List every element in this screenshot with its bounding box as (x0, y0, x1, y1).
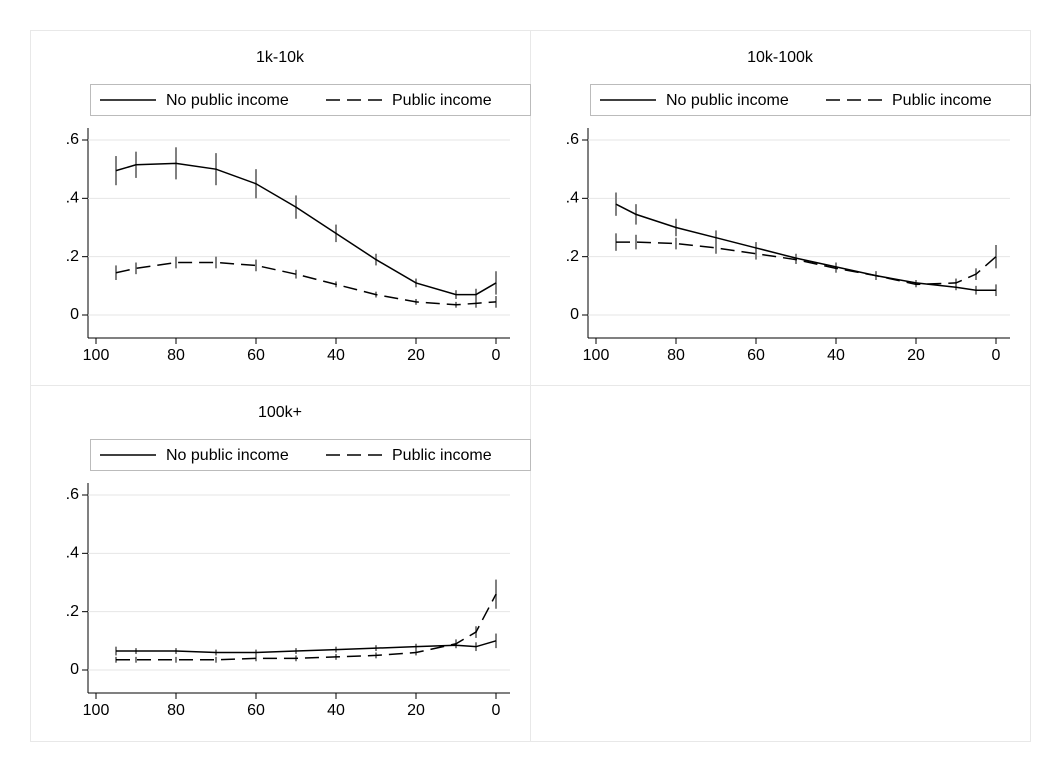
x-tick-label: 0 (492, 347, 501, 364)
y-tick-label: 0 (70, 306, 79, 323)
y-tick-label: .4 (66, 545, 79, 562)
x-tick-label: 60 (247, 347, 265, 364)
panel-title: 1k-10k (256, 49, 305, 66)
y-tick-label: .6 (66, 486, 79, 503)
legend-box (90, 439, 531, 471)
series-line (616, 241, 997, 286)
series-line (116, 640, 497, 654)
series-line (115, 261, 497, 306)
legend-label: Public income (392, 447, 492, 464)
x-tick-label: 100 (83, 347, 110, 364)
x-tick-label: 80 (167, 347, 185, 364)
x-tick-label: 0 (992, 347, 1001, 364)
legend-box (590, 84, 1031, 116)
x-tick-label: 40 (327, 347, 345, 364)
y-tick-label: .6 (566, 131, 579, 148)
x-tick-label: 80 (667, 347, 685, 364)
legend-label: No public income (166, 447, 289, 464)
legend-label: No public income (166, 92, 289, 109)
x-tick-label: 100 (583, 347, 610, 364)
y-tick-label: 0 (70, 661, 79, 678)
x-tick-label: 80 (167, 702, 185, 719)
x-tick-label: 40 (827, 347, 845, 364)
y-tick-label: .6 (66, 131, 79, 148)
y-tick-label: .2 (66, 603, 79, 620)
x-tick-label: 60 (247, 702, 265, 719)
y-tick-label: .2 (566, 248, 579, 265)
x-tick-label: 20 (407, 347, 425, 364)
x-tick-label: 40 (327, 702, 345, 719)
y-tick-label: .4 (566, 190, 579, 207)
y-tick-label: .4 (66, 190, 79, 207)
series-line (116, 593, 497, 661)
x-tick-label: 20 (907, 347, 925, 364)
x-tick-label: 20 (407, 702, 425, 719)
legend-label: Public income (392, 92, 492, 109)
panel-title: 10k-100k (747, 49, 814, 66)
legend-label: No public income (666, 92, 789, 109)
panel-title: 100k+ (258, 404, 302, 421)
x-tick-label: 100 (83, 702, 110, 719)
series-line (615, 203, 996, 291)
x-tick-label: 0 (492, 702, 501, 719)
y-tick-label: 0 (570, 306, 579, 323)
legend-box (90, 84, 531, 116)
x-tick-label: 60 (747, 347, 765, 364)
y-tick-label: .2 (66, 248, 79, 265)
legend-label: Public income (892, 92, 992, 109)
series-line (115, 162, 497, 296)
